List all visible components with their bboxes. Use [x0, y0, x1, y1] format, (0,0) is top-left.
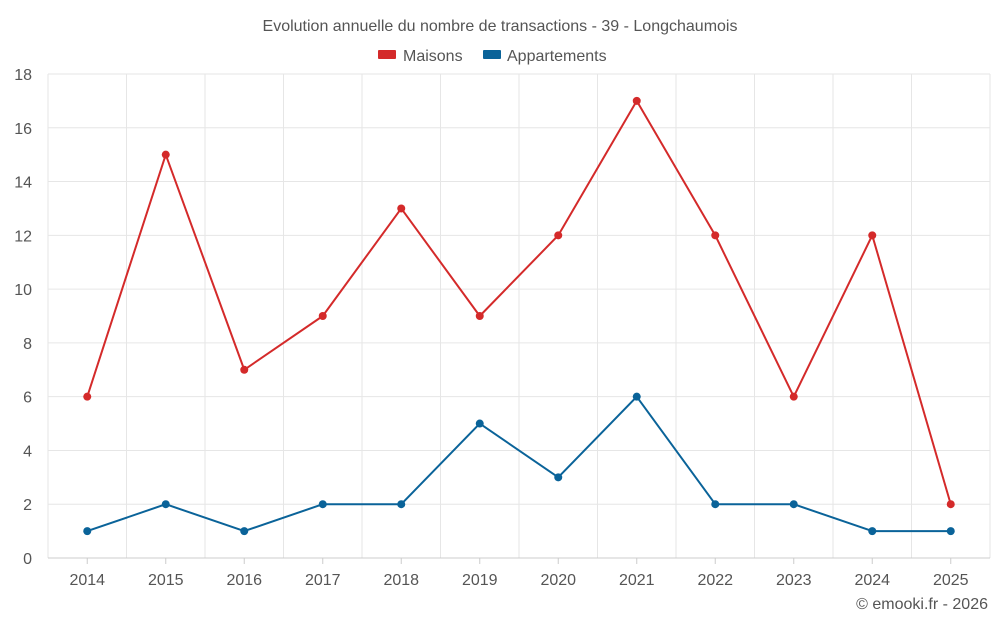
- legend-swatch: [483, 50, 501, 59]
- data-point-appartements[interactable]: [161, 500, 170, 509]
- x-tick-label: 2015: [148, 572, 184, 589]
- legend-label: Maisons: [403, 48, 463, 65]
- data-point-appartements[interactable]: [240, 527, 249, 536]
- data-point-appartements[interactable]: [789, 500, 798, 509]
- data-point-appartements[interactable]: [946, 527, 955, 536]
- series-line-maisons: [86, 99, 952, 505]
- y-tick-label: 6: [23, 390, 32, 407]
- data-point-maisons[interactable]: [161, 150, 170, 159]
- chart-title: Evolution annuelle du nombre de transact…: [263, 18, 738, 35]
- data-point-maisons[interactable]: [475, 312, 484, 320]
- data-point-appartements[interactable]: [397, 500, 406, 509]
- x-tick-label: 2016: [226, 572, 262, 589]
- x-tick-label: 2020: [540, 572, 576, 589]
- y-tick-label: 0: [23, 551, 32, 568]
- data-point-maisons[interactable]: [946, 500, 955, 509]
- data-point-maisons[interactable]: [711, 231, 720, 240]
- x-tick-label: 2018: [383, 572, 419, 589]
- series-appartements: [83, 392, 955, 536]
- x-tick-label: 2017: [305, 572, 341, 589]
- series-layer: [83, 96, 955, 536]
- credit-text: © emooki.fr - 2026: [856, 596, 988, 613]
- data-point-maisons[interactable]: [632, 96, 641, 105]
- x-tick-label: 2019: [462, 572, 498, 589]
- data-point-maisons[interactable]: [554, 231, 563, 240]
- x-tick-label: 2023: [776, 572, 812, 589]
- series-line-appartements: [86, 395, 951, 533]
- legend-label: Appartements: [507, 48, 607, 65]
- data-point-appartements[interactable]: [711, 500, 720, 509]
- legend-item-appartements[interactable]: Appartements: [483, 48, 607, 65]
- data-point-maisons[interactable]: [789, 392, 798, 401]
- data-point-maisons[interactable]: [83, 392, 92, 401]
- data-point-appartements[interactable]: [632, 392, 641, 401]
- legend: Maisons Appartements: [378, 48, 607, 65]
- y-tick-label: 12: [14, 228, 32, 245]
- y-tick-label: 16: [14, 121, 32, 138]
- data-point-appartements[interactable]: [475, 419, 484, 428]
- data-point-maisons[interactable]: [240, 365, 249, 374]
- x-tick-label: 2025: [933, 572, 969, 589]
- data-point-appartements[interactable]: [554, 473, 563, 482]
- y-tick-label: 2: [23, 497, 32, 514]
- x-axis: 2014 2015 2016 2017 2018 2019 2020 2021 2022 2023…: [69, 558, 969, 589]
- y-tick-label: 4: [23, 443, 32, 460]
- data-point-appartements[interactable]: [318, 500, 327, 509]
- data-point-appartements[interactable]: [868, 527, 877, 536]
- data-point-maisons[interactable]: [397, 204, 406, 213]
- legend-item-maisons[interactable]: Maisons: [378, 48, 463, 65]
- y-tick-label: 18: [14, 67, 32, 84]
- x-tick-label: 2024: [854, 572, 890, 589]
- x-tick-label: 2021: [619, 572, 655, 589]
- x-tick-label: 2014: [69, 572, 105, 589]
- y-axis: 0 2 4 6 8 10 12 14 16 18: [14, 67, 32, 568]
- y-tick-label: 10: [14, 282, 32, 299]
- y-tick-label: 8: [23, 336, 32, 353]
- x-tick-label: 2022: [697, 572, 733, 589]
- legend-swatch: [378, 50, 396, 59]
- data-point-maisons[interactable]: [868, 231, 877, 240]
- y-tick-label: 14: [14, 175, 32, 192]
- data-point-appartements[interactable]: [83, 527, 92, 536]
- grid: [47, 73, 991, 559]
- data-point-maisons[interactable]: [318, 312, 327, 320]
- series-maisons: [83, 96, 955, 509]
